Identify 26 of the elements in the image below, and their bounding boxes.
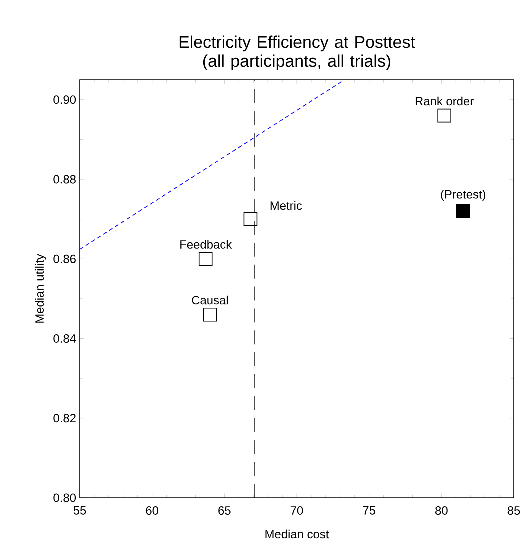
point: [203, 308, 218, 322]
y-tick-label: 0.88: [54, 175, 76, 184]
point: [244, 212, 258, 226]
y-tick-label: 0.80: [54, 494, 76, 502]
y-tick-label: 0.82: [54, 414, 76, 423]
annotation: Metric: [270, 201, 302, 210]
chart-title: Electricity Efficiency at Posttest (all participants, all trials): [180, 36, 416, 70]
annotation: Rank order: [416, 96, 474, 106]
y-tick-label: 0.84: [54, 334, 76, 343]
x-tick-label: 60: [146, 506, 159, 515]
x-tick-label: 55: [74, 506, 86, 515]
x-tick-label: 80: [436, 506, 448, 515]
x-axis-title: Median cost: [266, 530, 330, 539]
y-axis-title: Median utility: [35, 254, 46, 323]
x-tick-label: 75: [363, 506, 376, 515]
x-tick-label: 85: [508, 506, 520, 515]
point: [456, 204, 470, 218]
x-tick-label: 70: [290, 506, 304, 515]
y-tick-label: 0.86: [54, 254, 76, 264]
y-tick-label: 0.90: [54, 96, 76, 104]
annotation: Causal: [192, 296, 228, 305]
point: [198, 252, 213, 266]
annotation: (Pretest): [441, 190, 486, 202]
point: [438, 108, 452, 123]
x-tick-label: 65: [218, 506, 231, 515]
annotation: Feedback: [180, 240, 232, 249]
